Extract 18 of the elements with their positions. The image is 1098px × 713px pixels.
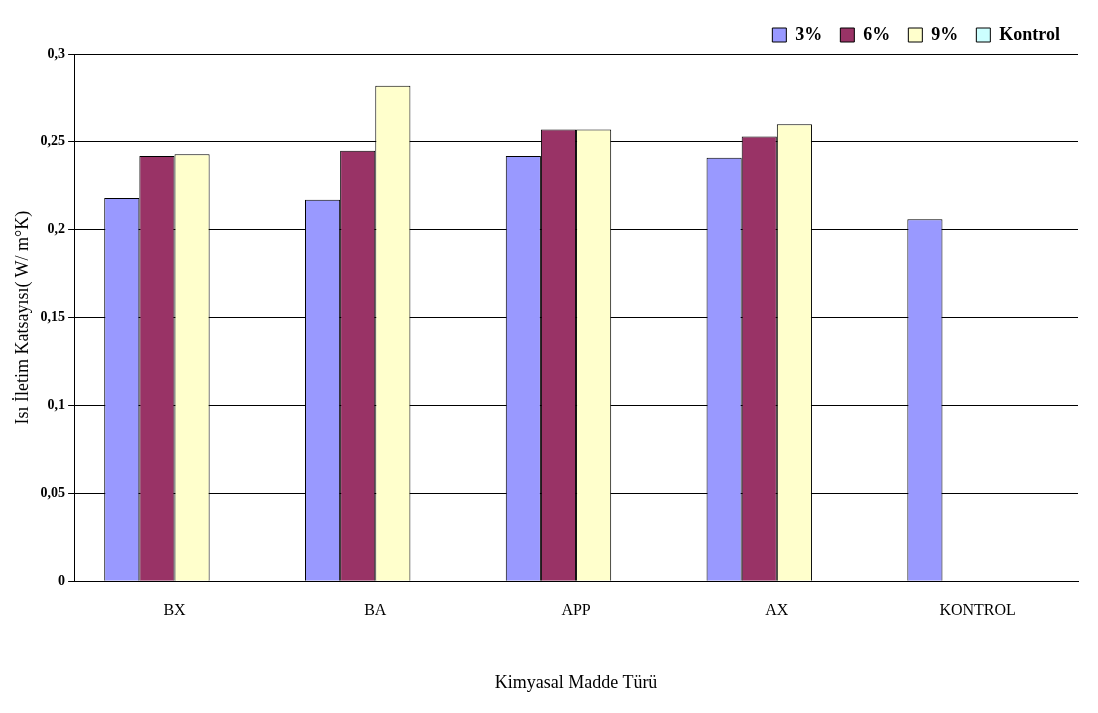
y-tick-label: 0,15: [40, 309, 66, 325]
y-tick-label: 0,25: [40, 133, 66, 149]
legend-label: 3%: [795, 23, 823, 44]
x-tick-label: APP: [561, 601, 591, 618]
x-axis-title: Kimyasal Madde Türü: [494, 671, 658, 692]
y-tick-label: 0,1: [47, 397, 66, 413]
y-tick-label: 0: [58, 572, 66, 588]
x-tick-label: AX: [765, 601, 789, 618]
x-tick-label: BA: [364, 601, 387, 618]
y-tick-label: 0,3: [47, 45, 66, 61]
x-tick-label: KONTROL: [939, 601, 1016, 618]
y-axis-title: Isı İletim Katsayısı( W/ m°K): [11, 210, 33, 425]
x-tick-label: BX: [163, 601, 187, 618]
legend-label: 9%: [931, 23, 959, 44]
legend-label: Kontrol: [999, 23, 1060, 44]
y-tick-label: 0,2: [47, 221, 66, 237]
legend-label: 6%: [863, 23, 891, 44]
y-tick-label: 0,05: [40, 484, 66, 500]
